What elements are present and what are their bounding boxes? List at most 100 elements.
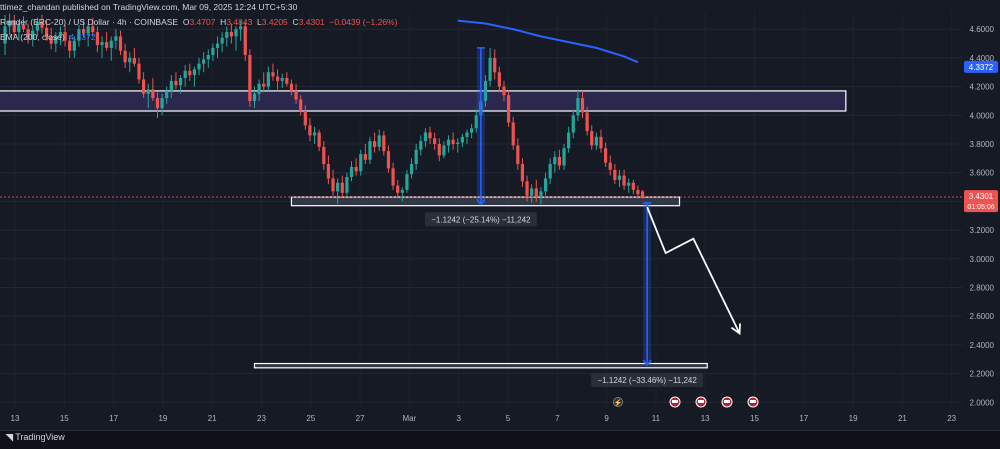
- candle-body: [248, 55, 252, 101]
- candle-body: [331, 178, 335, 192]
- last-price-label: 3.4301: [969, 192, 994, 201]
- candle-body: [285, 78, 289, 84]
- candle-body: [220, 37, 224, 44]
- candle-body: [81, 29, 86, 34]
- price-tick-label: 3.2000: [970, 226, 995, 235]
- candle-body: [326, 164, 330, 179]
- candle-body: [433, 138, 437, 144]
- candle-body: [17, 24, 21, 33]
- candle-body: [345, 177, 349, 193]
- lightning-icon: [613, 397, 623, 407]
- candle-body: [359, 154, 363, 172]
- measurements: −1.1242 (−25.14%) −11,242 −1.1242 (−33.46…: [424, 47, 704, 387]
- candle-body: [506, 95, 511, 123]
- price-tick-label: 3.8000: [970, 140, 995, 149]
- brand[interactable]: ◥ TradingView: [6, 432, 65, 443]
- price-tick-label: 3.6000: [970, 169, 995, 178]
- candle-body: [234, 29, 238, 37]
- candle-body: [95, 32, 99, 45]
- footer-bar: [0, 430, 1000, 449]
- candle-body: [516, 145, 520, 165]
- measure-label: −1.1242 (−33.46%) −11,242: [598, 376, 698, 385]
- ema-line: [457, 19, 639, 64]
- candle-body: [188, 70, 192, 76]
- candle-body: [252, 93, 257, 101]
- close-label: C: [292, 17, 299, 27]
- candle-body: [275, 76, 280, 81]
- candle-body: [419, 141, 423, 150]
- flag-stripe: [750, 400, 756, 403]
- ema-legend[interactable]: EMA (200, close) 4.3372: [0, 32, 95, 42]
- candle-body: [8, 20, 12, 27]
- candle-body: [627, 182, 631, 186]
- candle-body: [488, 57, 492, 81]
- candle-body: [414, 149, 418, 165]
- candle-body: [312, 132, 317, 136]
- time-tick-label: 9: [604, 414, 609, 423]
- candle-body: [197, 63, 201, 70]
- close-value: 3.4301: [298, 17, 325, 27]
- candle-body: [31, 30, 35, 40]
- change-value: −0.0439 (−1.26%): [329, 17, 398, 27]
- candle-body: [557, 156, 561, 166]
- candle-body: [155, 98, 160, 109]
- candles: [3, 13, 645, 205]
- measure-arrow: [642, 359, 652, 367]
- candle-body: [437, 144, 441, 156]
- candle-body: [470, 128, 474, 133]
- candle-body: [613, 169, 617, 180]
- candle-body: [460, 136, 464, 143]
- candle-body: [349, 166, 354, 177]
- time-tick-label: 21: [898, 414, 907, 423]
- candle-body: [562, 148, 566, 166]
- candle-body: [211, 47, 215, 56]
- candle-body: [165, 90, 169, 99]
- time-tick-label: 15: [60, 414, 69, 423]
- zone-resistance: [0, 90, 847, 112]
- time-axis[interactable]: 13 15 17 19 21 23 25 27 Mar 3 5 7 9 11 13 15 17 19 21 23: [11, 414, 957, 423]
- time-tick-label: Mar: [403, 414, 417, 423]
- candle-body: [100, 42, 104, 45]
- candle-body: [409, 164, 414, 175]
- time-tick-label: 17: [799, 414, 808, 423]
- candle-body: [257, 83, 261, 94]
- candle-body: [511, 122, 515, 146]
- candle-body: [599, 136, 603, 149]
- candle-body: [368, 141, 372, 160]
- time-tick-label: 23: [257, 414, 266, 423]
- candle-body: [631, 182, 635, 190]
- candle-body: [548, 164, 552, 179]
- candle-body: [109, 40, 113, 48]
- symbol-name[interactable]: Render (ERC-20) / US Dollar · 4h · COINB…: [0, 17, 179, 27]
- candle-body: [377, 135, 381, 147]
- candle-body: [539, 191, 543, 198]
- candle-body: [142, 79, 146, 94]
- candle-body: [580, 98, 585, 113]
- flag-stripe: [672, 400, 678, 403]
- time-tick-label: 19: [849, 414, 858, 423]
- candle-body: [243, 26, 247, 56]
- candle-body: [35, 22, 39, 31]
- time-tick-label: 13: [701, 414, 710, 423]
- projection: [646, 206, 741, 336]
- price-axis[interactable]: 4.60004.40004.20004.00003.80003.60003.40…: [0, 25, 998, 407]
- candle-body: [446, 139, 451, 146]
- candle-body: [169, 80, 173, 91]
- candle-body: [474, 115, 478, 129]
- candle-body: [502, 86, 506, 96]
- flag-stripe: [698, 400, 704, 403]
- candle-body: [21, 24, 26, 30]
- candle-body: [178, 78, 183, 86]
- candle-body: [451, 139, 455, 144]
- candle-body: [363, 154, 367, 160]
- candle-body: [534, 188, 538, 198]
- candle-body: [26, 29, 30, 40]
- candle-body: [604, 148, 608, 163]
- candle-body: [520, 164, 525, 182]
- candle-body: [262, 83, 266, 87]
- candle-body: [105, 42, 109, 48]
- candle-body: [308, 125, 312, 136]
- candle-body: [225, 32, 229, 38]
- candle-body: [405, 174, 409, 190]
